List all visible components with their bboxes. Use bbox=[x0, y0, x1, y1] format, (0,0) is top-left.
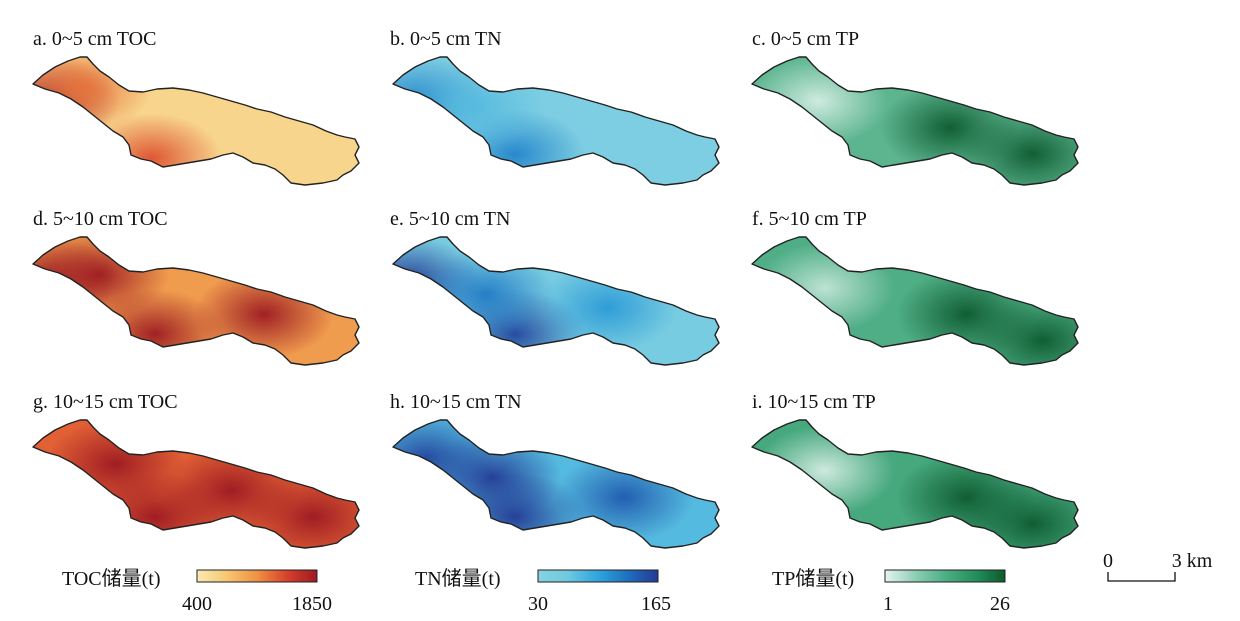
scale-bar-line bbox=[1107, 572, 1176, 582]
legend-tp: TP储量(t) 1 26 bbox=[772, 567, 1010, 615]
map-hotspot bbox=[393, 420, 496, 503]
map-hotspot bbox=[754, 242, 895, 333]
region-boundary bbox=[392, 419, 720, 549]
map-hotspot bbox=[415, 249, 556, 340]
map-fill bbox=[393, 420, 719, 548]
map-tp-0-5cm bbox=[751, 56, 1079, 186]
map-hotspot bbox=[962, 109, 1078, 185]
legend-tn-title: TN储量(t) bbox=[415, 567, 501, 590]
legend-toc-colorbar bbox=[196, 569, 318, 583]
map-fill bbox=[33, 420, 359, 548]
region-boundary bbox=[32, 236, 360, 366]
map-tn-10-15cm bbox=[392, 419, 720, 549]
scale-bar-end: 3 km bbox=[1172, 550, 1213, 572]
panel-label-a: a. 0~5 cm TOC bbox=[33, 28, 156, 50]
map-hotspot bbox=[33, 237, 169, 320]
map-fill bbox=[393, 237, 719, 365]
legend-tp-min: 1 bbox=[883, 593, 893, 615]
legend-toc: TOC储量(t) 400 1850 bbox=[62, 567, 332, 615]
panel-label-f: f. 5~10 cm TP bbox=[752, 208, 867, 230]
panel-label-h: h. 10~15 cm TN bbox=[390, 391, 522, 413]
legend-tp-max: 26 bbox=[990, 593, 1010, 615]
legend-toc-max: 1850 bbox=[292, 593, 332, 615]
map-fill bbox=[393, 57, 719, 185]
panel-label-e: e. 5~10 cm TN bbox=[390, 208, 510, 230]
map-fill bbox=[752, 237, 1078, 365]
map-hotspot bbox=[194, 269, 334, 360]
region-boundary bbox=[751, 56, 1079, 186]
panel-label-b: b. 0~5 cm TN bbox=[390, 28, 502, 50]
region-boundary bbox=[392, 236, 720, 366]
region-boundary bbox=[32, 56, 360, 186]
region-boundary bbox=[751, 419, 1079, 549]
map-fill bbox=[752, 420, 1078, 548]
panel-label-g: g. 10~15 cm TOC bbox=[33, 391, 178, 413]
map-hotspot bbox=[896, 269, 1037, 360]
scale-bar-start: 0 bbox=[1103, 550, 1113, 572]
legend-tn: TN储量(t) 30 165 bbox=[415, 567, 671, 615]
map-hotspot bbox=[754, 425, 895, 516]
map-tp-5-10cm bbox=[751, 236, 1079, 366]
map-hotspot bbox=[554, 452, 694, 543]
region-boundary bbox=[392, 56, 720, 186]
map-toc-5-10cm bbox=[32, 236, 360, 366]
map-hotspot bbox=[81, 112, 222, 185]
legend-tp-colorbar bbox=[884, 569, 1006, 583]
map-tn-0-5cm bbox=[392, 56, 720, 186]
map-toc-0-5cm bbox=[32, 56, 360, 186]
legend-tn-min: 30 bbox=[528, 593, 548, 615]
legend-tn-max: 165 bbox=[641, 593, 671, 615]
panel-label-c: c. 0~5 cm TP bbox=[752, 28, 859, 50]
panel-label-d: d. 5~10 cm TOC bbox=[33, 208, 168, 230]
region-boundary bbox=[32, 419, 360, 549]
legend-toc-min: 400 bbox=[182, 593, 212, 615]
map-tp-10-15cm bbox=[751, 419, 1079, 549]
scale-bar: 0 3 km bbox=[1103, 550, 1213, 582]
map-hotspot bbox=[161, 445, 301, 536]
legend-toc-title: TOC储量(t) bbox=[62, 567, 161, 590]
map-fill bbox=[752, 57, 1078, 185]
map-hotspot bbox=[896, 452, 1037, 543]
legend-tn-colorbar bbox=[537, 569, 659, 583]
legend-tp-title: TP储量(t) bbox=[772, 567, 854, 590]
map-hotspot bbox=[405, 62, 546, 153]
map-toc-10-15cm bbox=[32, 419, 360, 549]
panel-label-i: i. 10~15 cm TP bbox=[752, 391, 876, 413]
region-boundary bbox=[751, 236, 1079, 366]
map-tn-5-10cm bbox=[392, 236, 720, 366]
